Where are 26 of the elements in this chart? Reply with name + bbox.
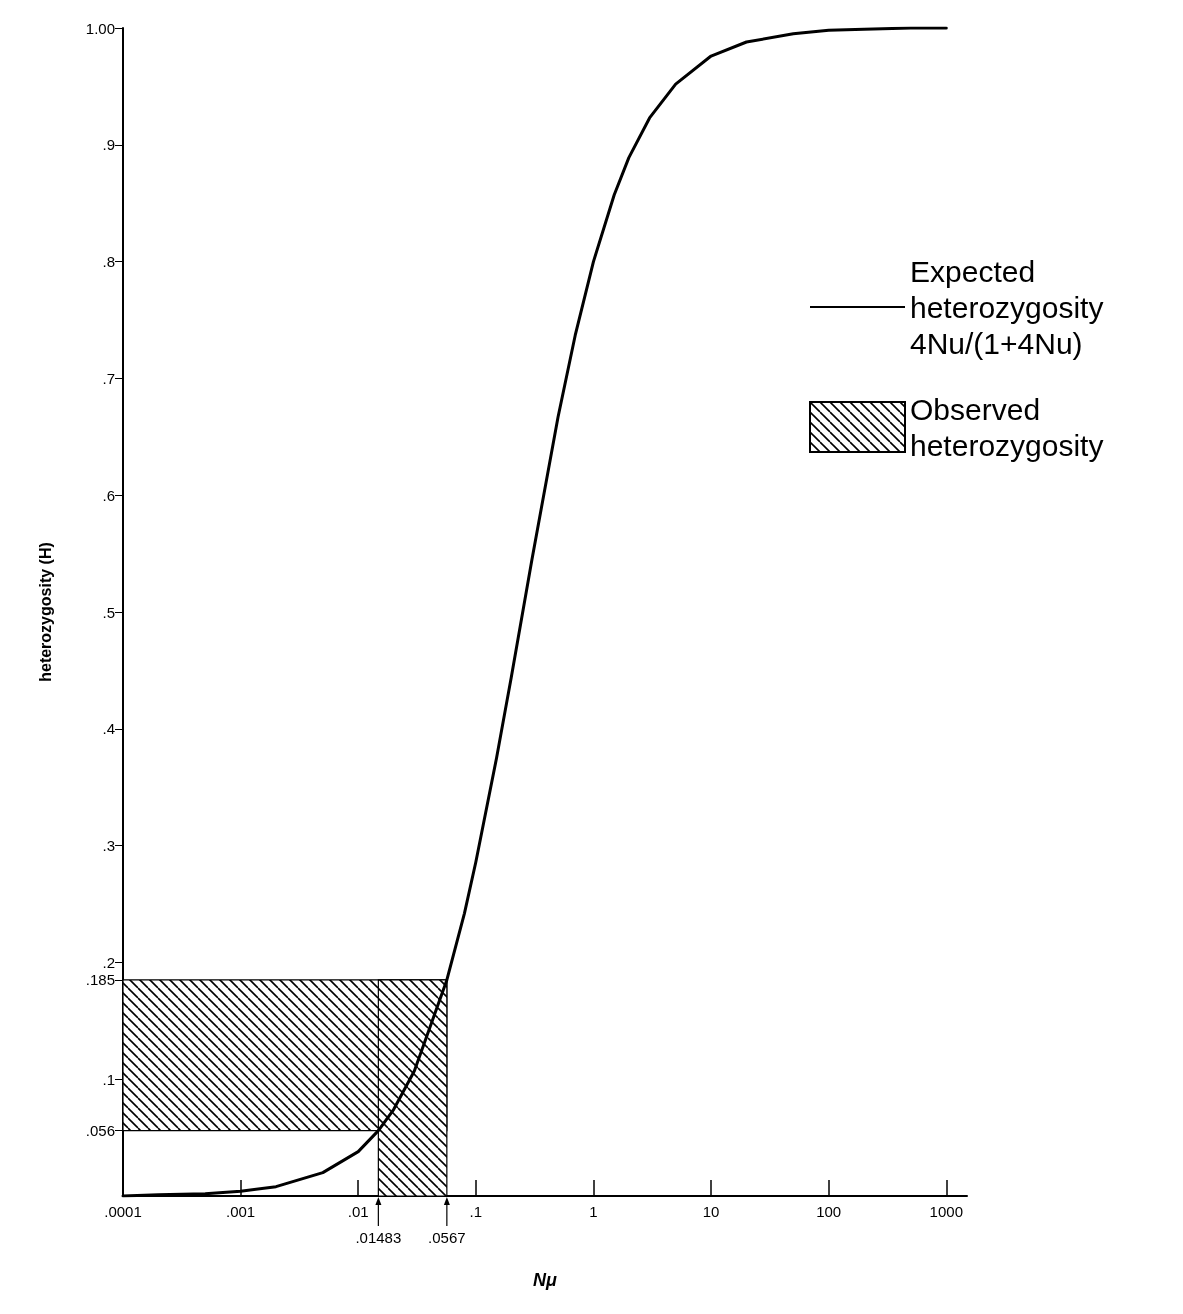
y-tick-label: .5 [102, 603, 115, 621]
y-tick-label: .056 [85, 1122, 115, 1140]
legend-label: Expected heterozygosity 4Nu/(1+4Nu) [910, 254, 1112, 360]
y-tick-label: .4 [102, 720, 115, 738]
y-axis-title: heterozygosity (H) [36, 542, 54, 682]
y-tick-label: .2 [102, 953, 115, 971]
y-tick-label: .3 [102, 837, 115, 855]
y-tick-label: .1 [102, 1070, 115, 1088]
x-tick-label: .1 [469, 1203, 483, 1220]
legend-label: Observed heterozygosity [910, 392, 1104, 462]
x-tick-label: .001 [226, 1203, 256, 1220]
x-tick-label: 100 [816, 1203, 842, 1220]
x-tick-label: .0001 [104, 1203, 142, 1220]
y-tick-label: .7 [102, 369, 115, 387]
x-tick-label: 1000 [929, 1203, 963, 1220]
x-tick-label: .01 [347, 1203, 369, 1220]
x-tick-label: 1 [589, 1203, 598, 1220]
annotation: .01483 [355, 1229, 402, 1246]
annotation: .0567 [428, 1229, 466, 1246]
y-tick-label: .185 [85, 971, 115, 989]
y-tick-label: .6 [102, 486, 115, 504]
y-tick-label: .8 [102, 253, 115, 271]
x-tick-label: 10 [702, 1203, 720, 1220]
x-axis-title: Nμ [533, 1270, 558, 1290]
y-tick-label: .9 [102, 136, 115, 154]
y-tick-label: 1.00 [85, 19, 115, 37]
